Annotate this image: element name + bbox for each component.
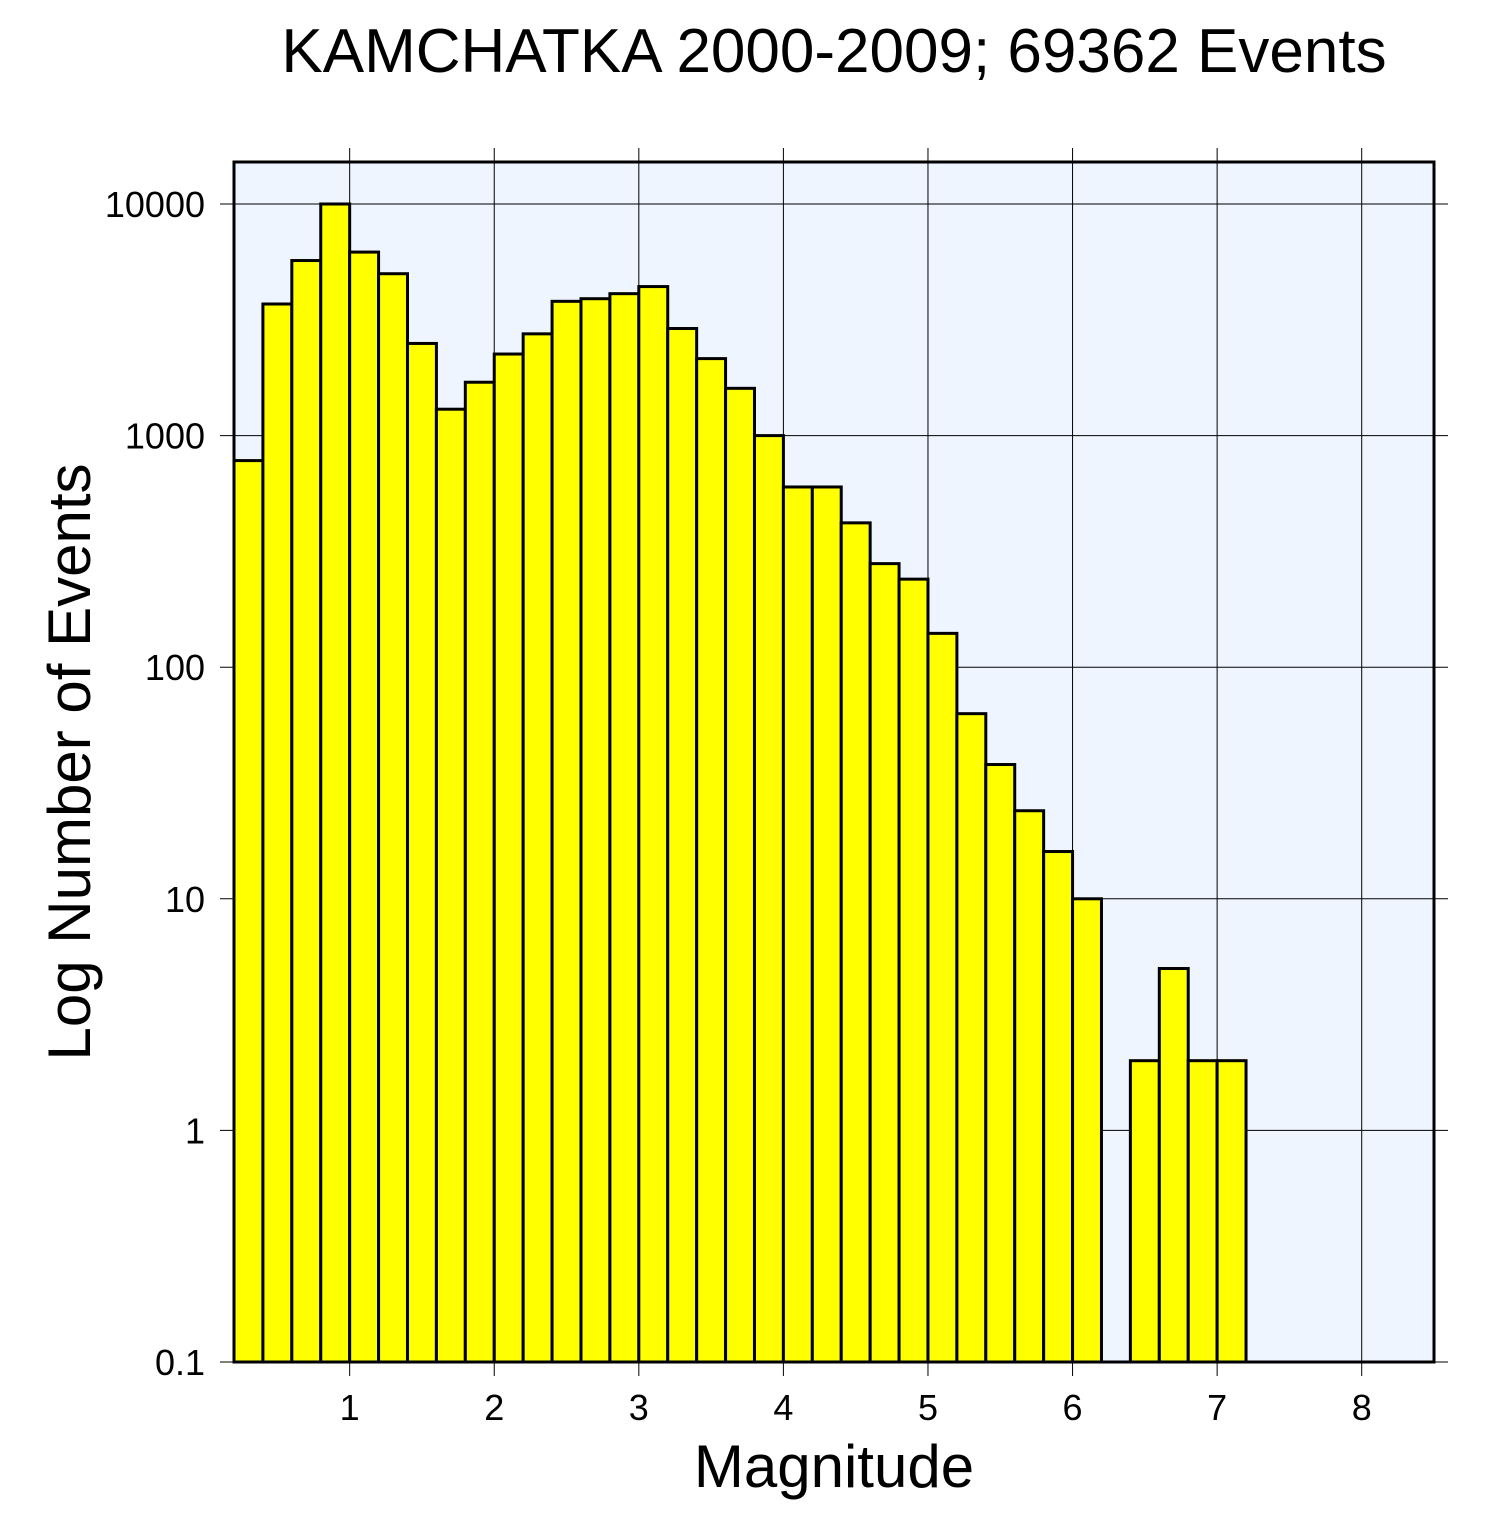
bars: [232, 202, 1248, 1364]
x-axis-label: Magnitude: [694, 1433, 974, 1500]
x-tick-label: 2: [484, 1387, 504, 1428]
bar: [1013, 809, 1046, 1364]
bar: [377, 272, 409, 1364]
bar: [926, 631, 959, 1364]
chart-title: KAMCHATKA 2000-2009; 69362 Events: [281, 17, 1386, 86]
x-tick-label: 1: [340, 1387, 360, 1428]
bar: [666, 327, 699, 1364]
bar: [752, 434, 785, 1364]
bar: [810, 485, 843, 1364]
y-tick-label: 10: [165, 879, 205, 920]
bar: [1215, 1059, 1248, 1364]
bar: [984, 763, 1017, 1364]
bar: [579, 297, 612, 1364]
bar: [695, 357, 728, 1364]
y-tick-label: 1000: [125, 416, 205, 457]
bar: [1128, 1059, 1161, 1364]
bar: [637, 285, 670, 1364]
bar: [492, 352, 525, 1364]
x-tick-label: 5: [918, 1387, 938, 1428]
plot-frame: [232, 160, 1436, 1364]
bar: [261, 302, 294, 1364]
bar: [1071, 897, 1103, 1364]
bar: [1042, 850, 1075, 1364]
x-tick-label: 8: [1352, 1387, 1372, 1428]
bar: [290, 259, 323, 1364]
bar: [724, 386, 756, 1364]
y-axis-label: Log Number of Events: [36, 464, 103, 1061]
bar: [897, 577, 930, 1364]
bar: [348, 250, 381, 1364]
y-axis-ticks: 0.1 1 10 100 1000 10000: [105, 184, 205, 1383]
bar: [839, 521, 872, 1364]
x-tick-label: 3: [629, 1387, 649, 1428]
y-tick-label: 10000: [105, 184, 205, 225]
bar: [319, 202, 352, 1364]
bar: [463, 380, 496, 1364]
bar: [405, 341, 438, 1364]
x-tick-label: 4: [773, 1387, 793, 1428]
x-tick-label: 6: [1063, 1387, 1083, 1428]
bar: [955, 712, 988, 1364]
bar: [781, 485, 814, 1364]
y-tick-label: 0.1: [155, 1342, 205, 1383]
bar: [550, 299, 583, 1364]
y-tick-label: 100: [145, 647, 205, 688]
bar: [868, 562, 901, 1364]
x-tick-label: 7: [1207, 1387, 1227, 1428]
bar: [434, 407, 467, 1364]
bar: [1157, 967, 1190, 1364]
bar: [521, 332, 554, 1364]
y-tick-label: 1: [185, 1110, 205, 1151]
x-axis-ticks: 1 2 3 4 5 6 7 8: [340, 1387, 1372, 1428]
bar: [1186, 1059, 1219, 1364]
bar: [608, 292, 641, 1364]
bar: [232, 459, 265, 1364]
